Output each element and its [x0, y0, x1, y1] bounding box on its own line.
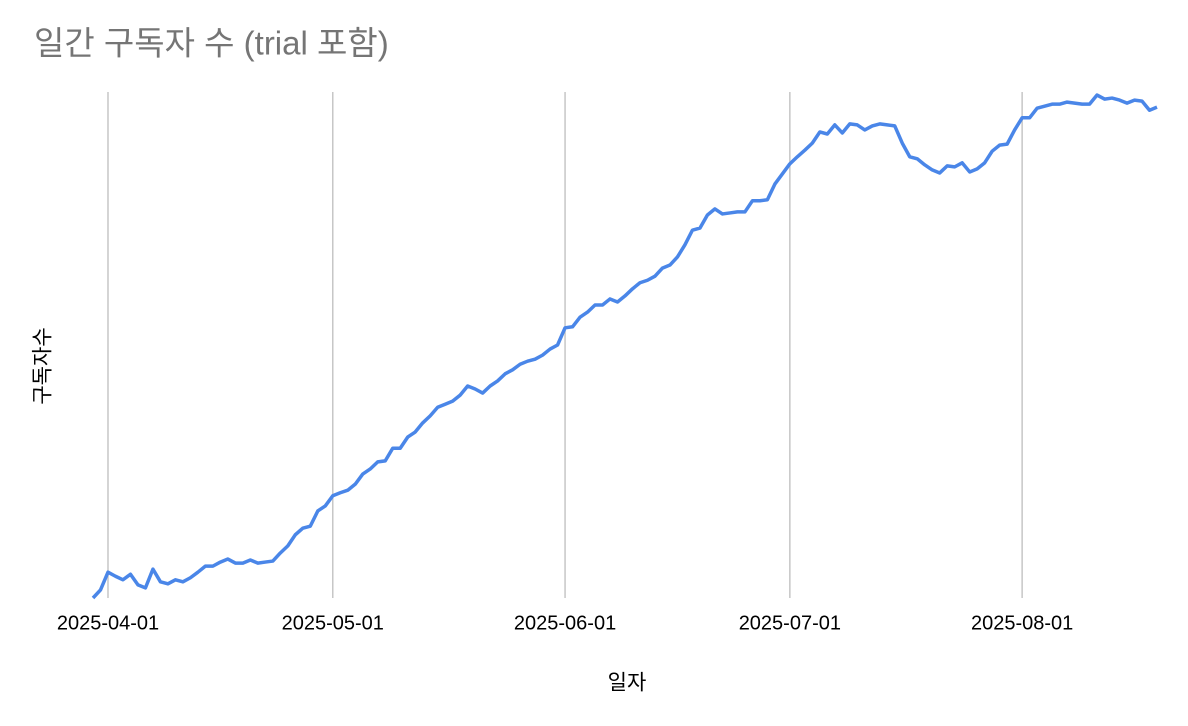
x-tick-label: 2025-06-01	[514, 612, 616, 634]
chart-title: 일간 구독자 수 (trial 포함)	[34, 25, 389, 62]
data-line	[91, 93, 1158, 600]
x-tick-label: 2025-04-01	[57, 612, 159, 634]
x-tick-label: 2025-07-01	[739, 612, 841, 634]
x-axis-label: 일자	[608, 672, 647, 695]
y-axis-label: 구독자수	[32, 327, 55, 404]
x-tick-label: 2025-05-01	[282, 612, 384, 634]
x-tick-label: 2025-08-01	[971, 612, 1073, 634]
